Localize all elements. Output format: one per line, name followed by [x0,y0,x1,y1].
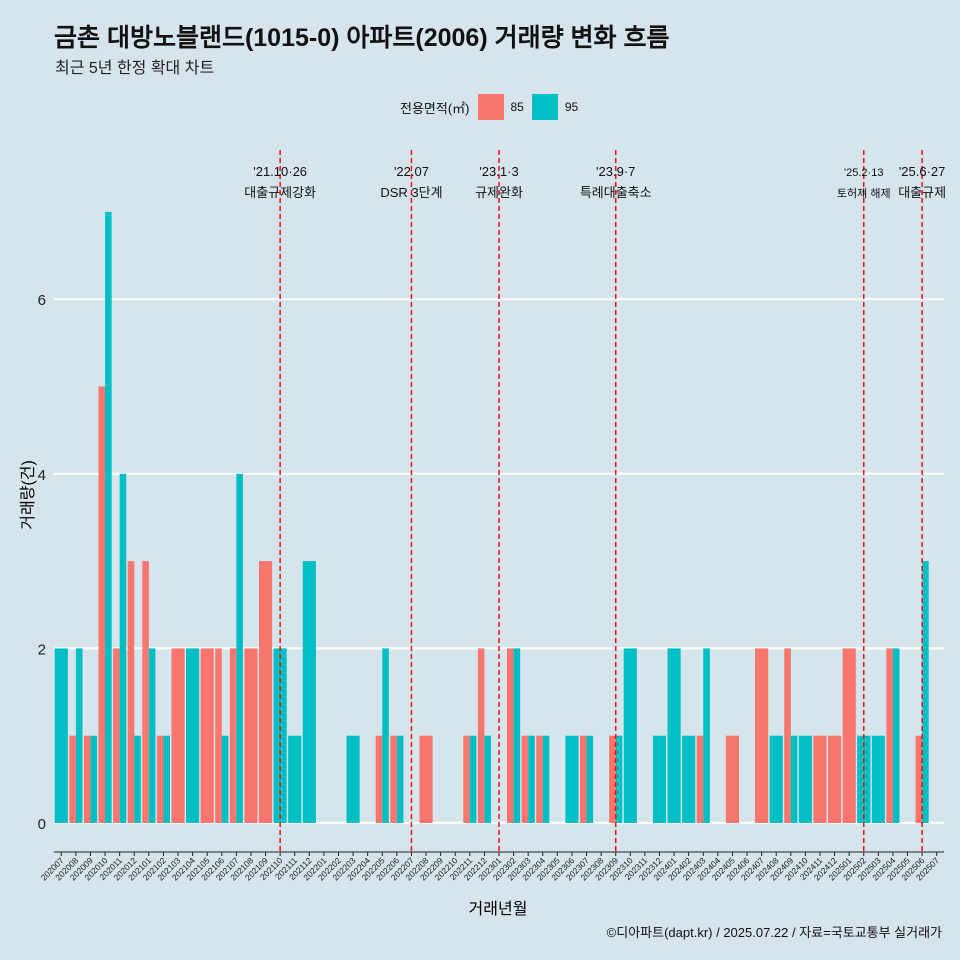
bar-95 [221,735,229,823]
bar-95 [892,648,900,823]
bar-85 [725,735,740,823]
bar-85 [229,648,237,823]
event-lines: '21.10·26 대출규제강화 '22.07 DSR 3단계 '23.1·3 규제완화 '… [244,150,946,852]
bar-95 [667,648,681,823]
chart-title: 금촌 대방노블랜드(1015-0) 아파트(2006) 거래량 변화 흐름 [54,24,670,52]
bar-85 [507,648,514,823]
bar-95 [90,735,98,823]
bar-95 [586,735,594,823]
bar-95 [798,735,812,823]
bar-85 [390,735,397,823]
event-label: 특례대출축소 [580,185,652,200]
event-label: 대출규제 [898,185,946,200]
bar-95 [513,648,521,823]
event-date: '23.9·7 [596,164,635,179]
event-label: 토허제 해제 [837,186,891,200]
bar-85 [215,648,222,823]
bar-95 [857,735,871,823]
bar-95 [542,735,550,823]
bar-85 [609,735,616,823]
bar-95 [54,648,68,823]
bar-95 [469,735,477,823]
bar-95 [484,735,491,823]
bar-95 [790,735,798,823]
bar-95 [565,735,579,823]
bar-85 [98,386,106,823]
bar-95 [682,735,696,823]
bar-95 [652,735,667,823]
legend-key-85 [477,94,504,120]
bar-85 [375,735,383,823]
legend-title: 전용면적(㎡) [400,100,470,116]
bar-95 [922,561,929,823]
y-tick-label: 6 [38,292,46,309]
bar-85 [886,648,893,823]
bar-95 [134,735,141,823]
bar-95 [769,735,783,823]
chart-subtitle: 최근 5년 한정 확대 차트 [55,60,215,77]
bar-85 [142,561,149,823]
bar-85 [784,648,791,823]
bar-85 [828,735,842,823]
event-date: '25.6·27 [899,164,946,179]
bar-85 [521,735,529,823]
bars [54,211,929,823]
bar-85 [696,735,704,823]
bar-85 [579,735,587,823]
legend-label-85: 85 [510,100,524,114]
bar-95 [346,735,360,823]
event-label: DSR 3단계 [380,185,442,200]
bar-85 [83,735,91,823]
event-date: '23.1·3 [479,164,518,179]
bar-85 [463,735,470,823]
bar-85 [127,561,135,823]
y-tick-label: 4 [38,467,46,484]
bar-85 [755,648,769,823]
bar-95 [302,561,316,823]
x-axis-label: 거래년월 [469,900,528,918]
legend-key-95 [531,94,558,120]
bar-85 [419,735,433,823]
bar-95 [148,648,156,823]
bar-85 [536,735,543,823]
y-tick-label: 0 [38,816,46,833]
y-axis-label: 거래량(건) [19,460,37,530]
event-date: '25.2·13 [844,167,883,179]
legend: 전용면적(㎡) 85 95 [400,93,586,121]
bar-95 [163,735,170,823]
event-date: '21.10·26 [253,164,307,179]
event-date: '22.07 [394,164,429,179]
bar-95 [382,648,389,823]
bar-85 [200,648,214,823]
bar-85 [813,735,827,823]
event-label: 대출규제강화 [244,185,316,200]
bar-85 [477,648,485,823]
bar-85 [258,561,273,823]
bar-95 [615,735,623,823]
bar-95 [396,735,404,823]
event-label: 규제완화 [475,185,523,200]
bar-95 [105,211,112,823]
bar-95 [288,735,302,823]
bar-85 [915,735,923,823]
y-tick-label: 2 [38,641,46,658]
bar-85 [69,735,76,823]
bar-95 [871,735,885,823]
bar-95 [236,473,243,823]
bar-95 [528,735,535,823]
bar-85 [244,648,258,823]
legend-label-95: 95 [564,100,579,114]
bar-95 [623,648,637,823]
bar-85 [113,648,120,823]
bar-95 [186,648,200,823]
bar-85 [171,648,185,823]
bar-95 [703,648,710,823]
bar-95 [119,473,127,823]
caption: ©디아파트(dapt.kr) / 2025.07.22 / 자료=국토교통부 실… [606,925,942,940]
bar-95 [75,648,83,823]
bar-85 [156,735,164,823]
bar-85 [842,648,856,823]
